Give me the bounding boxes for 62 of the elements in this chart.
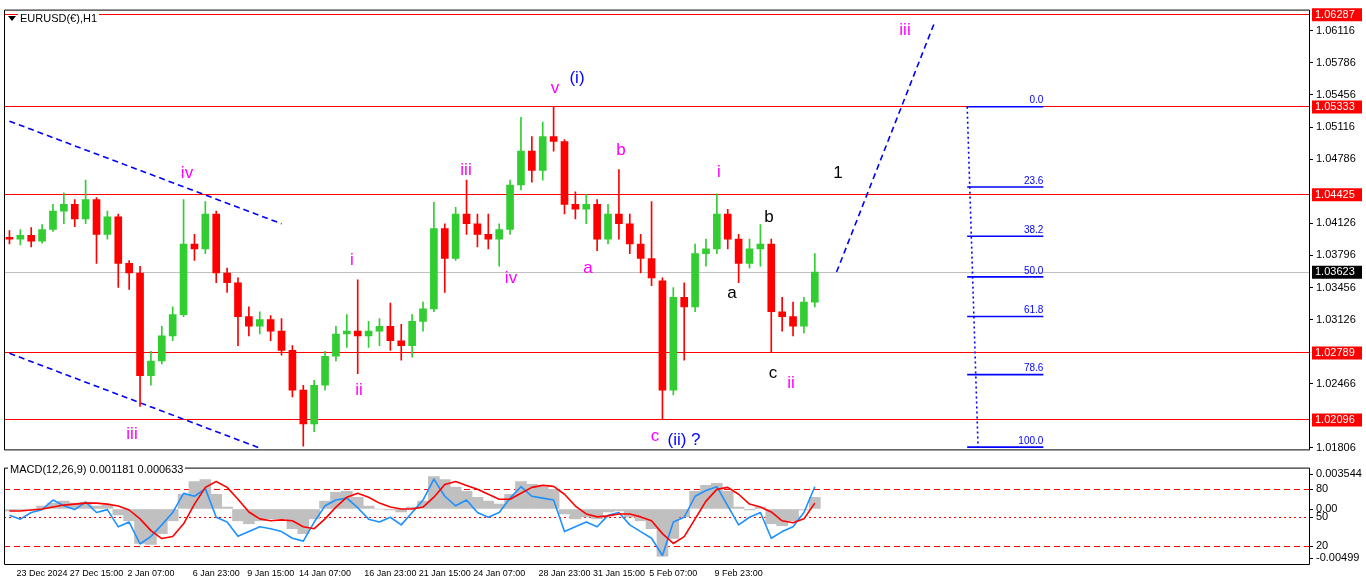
y-tick-label: 1.03126 — [1316, 312, 1356, 325]
y-tick-label: -0.00499 — [1316, 551, 1360, 564]
series-label: 23.6 — [1023, 174, 1044, 186]
annotation: (ii) ? — [667, 429, 701, 449]
series-label: 61.8 — [1023, 304, 1044, 316]
annotation: iii — [126, 423, 138, 443]
x-tick-label: 9 Jan 15:00 — [247, 567, 295, 578]
y-tick-label: 1.06116 — [1316, 23, 1355, 36]
series-label: 38.2 — [1023, 224, 1044, 236]
series-label: 50.0 — [1023, 264, 1044, 276]
y2-tick-label: 20 — [1316, 538, 1329, 551]
ref-line-label: 1.06287 — [1315, 7, 1355, 20]
x-tick-label: 21 Jan 15:00 — [418, 567, 471, 578]
annotation: ii — [787, 372, 795, 392]
x-tick-label: 2 Jan 07:00 — [127, 567, 175, 578]
annotation: iii — [460, 159, 472, 179]
annotation: b — [764, 206, 774, 226]
y-tick-label: 1.02466 — [1316, 376, 1356, 389]
annotation: b — [616, 139, 626, 159]
y-tick-label: 1.03796 — [1316, 248, 1356, 261]
ref-line-label: 1.02789 — [1315, 345, 1355, 358]
series-label: 100.0 — [1018, 434, 1044, 446]
annotation: ii — [355, 379, 363, 399]
ref-line-label: 1.02096 — [1315, 412, 1355, 425]
y-tick-label: 0.003544 — [1316, 467, 1362, 480]
x-tick-label: 9 Feb 23:00 — [714, 567, 763, 578]
annotation: (i) — [569, 67, 585, 87]
y-tick-label: 1.05456 — [1316, 87, 1356, 100]
chart-title: EURUSD(€),H1 — [18, 12, 100, 25]
series-label: 0.0 — [1029, 94, 1044, 106]
annotation: v — [550, 77, 560, 97]
annotation: iv — [504, 267, 518, 287]
x-tick-label: 6 Jan 23:00 — [192, 567, 240, 578]
x-tick-label: 16 Jan 23:00 — [364, 567, 417, 578]
ref-line-label: 1.05333 — [1315, 99, 1355, 112]
x-tick-label: 23 Dec 2024 — [16, 567, 68, 578]
ref-line-label: 1.04425 — [1315, 187, 1355, 200]
x-tick-label: 5 Feb 07:00 — [649, 567, 698, 578]
x-tick-label: 28 Jan 23:00 — [538, 567, 591, 578]
y-tick-label: 1.04126 — [1316, 216, 1356, 229]
annotation: 1 — [833, 162, 843, 182]
annotation: a — [727, 282, 738, 302]
y-tick-label: 1.03456 — [1316, 280, 1356, 293]
x-tick-label: 24 Jan 07:00 — [473, 567, 526, 578]
y-tick-label: 1.04786 — [1316, 152, 1356, 165]
annotation: i — [717, 161, 721, 181]
chart-title: MACD(12,26,9) 0.001181 0.000633 — [8, 463, 186, 476]
annotation: c — [650, 425, 660, 445]
annotation: c — [768, 362, 778, 382]
annotation: a — [583, 257, 594, 277]
ref-line-label: 1.03623 — [1315, 265, 1355, 278]
x-tick-label: 31 Jan 15:00 — [592, 567, 645, 578]
y-tick-label: 1.01806 — [1316, 440, 1356, 453]
annotation: iii — [899, 19, 911, 39]
y-tick-label: 1.05116 — [1316, 120, 1355, 133]
annotation: iv — [180, 162, 194, 182]
annotation: i — [350, 249, 354, 269]
x-tick-label: 14 Jan 07:00 — [299, 567, 352, 578]
x-tick-label: 27 Dec 15:00 — [69, 567, 124, 578]
series-label: 78.6 — [1023, 362, 1044, 374]
y2-tick-label: 80 — [1316, 481, 1329, 494]
y-tick-label: 1.05786 — [1316, 55, 1356, 68]
